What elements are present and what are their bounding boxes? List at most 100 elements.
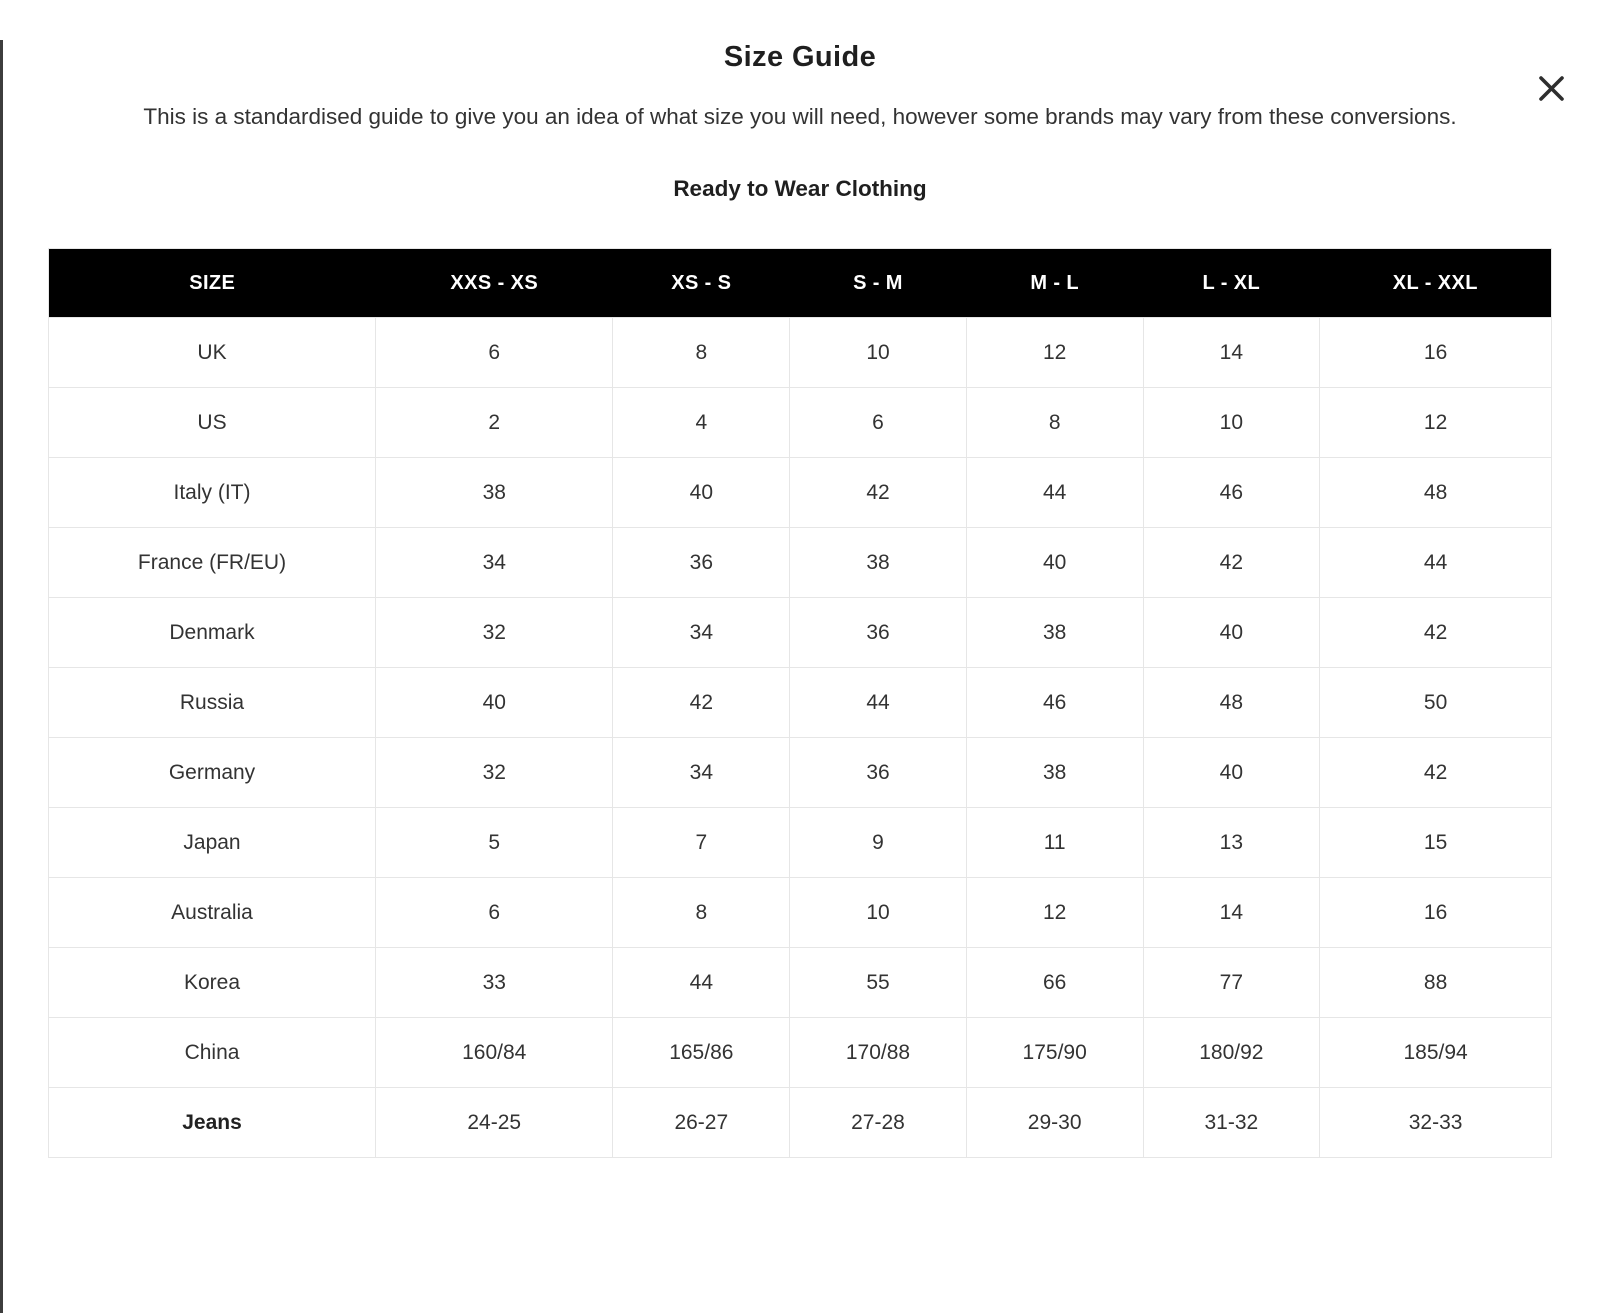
size-cell: 170/88 — [789, 1017, 967, 1088]
size-cell: 55 — [789, 947, 967, 1018]
size-cell: 4 — [612, 387, 791, 458]
size-cell: 12 — [1319, 387, 1552, 458]
column-header: L - XL — [1143, 248, 1320, 318]
row-label: France (FR/EU) — [48, 527, 376, 598]
size-cell: 42 — [1319, 737, 1552, 808]
row-label: Germany — [48, 737, 376, 808]
size-cell: 66 — [965, 947, 1144, 1018]
size-cell: 34 — [612, 597, 791, 668]
size-cell: 46 — [1142, 457, 1321, 528]
size-cell: 40 — [612, 457, 791, 528]
row-label: Jeans — [48, 1087, 376, 1158]
size-cell: 10 — [1142, 387, 1321, 458]
size-cell: 32 — [374, 597, 614, 668]
size-cell: 175/90 — [965, 1017, 1144, 1088]
size-cell: 15 — [1319, 807, 1552, 878]
size-cell: 77 — [1142, 947, 1321, 1018]
row-label: UK — [48, 317, 376, 388]
size-cell: 8 — [612, 317, 791, 388]
table-row: Russia 40 42 44 46 48 50 — [48, 667, 1552, 738]
size-cell: 38 — [789, 527, 967, 598]
size-cell: 10 — [789, 877, 967, 948]
section-heading: Ready to Wear Clothing — [673, 176, 927, 201]
row-label: Russia — [48, 667, 376, 738]
size-cell: 2 — [374, 387, 614, 458]
size-cell: 160/84 — [374, 1017, 614, 1088]
size-cell: 13 — [1142, 807, 1321, 878]
size-cell: 44 — [789, 667, 967, 738]
size-cell: 31-32 — [1142, 1087, 1321, 1158]
row-label: China — [48, 1017, 376, 1088]
size-cell: 16 — [1319, 877, 1552, 948]
close-button[interactable] — [1536, 73, 1566, 103]
size-cell: 6 — [789, 387, 967, 458]
size-cell: 34 — [612, 737, 791, 808]
size-cell: 44 — [612, 947, 791, 1018]
size-cell: 40 — [1142, 597, 1321, 668]
size-cell: 42 — [1142, 527, 1321, 598]
size-cell: 38 — [965, 597, 1144, 668]
column-header: XXS - XS — [375, 248, 613, 318]
size-cell: 6 — [374, 877, 614, 948]
backdrop-edge — [0, 40, 3, 1313]
table-row: Denmark 32 34 36 38 40 42 — [48, 597, 1552, 668]
size-cell: 12 — [965, 877, 1144, 948]
size-cell: 185/94 — [1319, 1017, 1552, 1088]
row-label: Denmark — [48, 597, 376, 668]
size-cell: 36 — [789, 597, 967, 668]
size-cell: 16 — [1319, 317, 1552, 388]
row-label: Japan — [48, 807, 376, 878]
table-row: Italy (IT) 38 40 42 44 46 48 — [48, 457, 1552, 528]
size-cell: 46 — [965, 667, 1144, 738]
row-label: Korea — [48, 947, 376, 1018]
size-guide-modal: Size Guide This is a standardised guide … — [0, 40, 1600, 1313]
size-cell: 14 — [1142, 877, 1321, 948]
table-row: France (FR/EU) 34 36 38 40 42 44 — [48, 527, 1552, 598]
size-cell: 40 — [1142, 737, 1321, 808]
size-cell: 48 — [1319, 457, 1552, 528]
size-cell: 29-30 — [965, 1087, 1144, 1158]
size-cell: 33 — [374, 947, 614, 1018]
size-cell: 38 — [374, 457, 614, 528]
size-cell: 34 — [374, 527, 614, 598]
table-row: US 2 4 6 8 10 12 — [48, 387, 1552, 458]
size-cell: 32-33 — [1319, 1087, 1552, 1158]
size-cell: 12 — [965, 317, 1144, 388]
size-cell: 8 — [612, 877, 791, 948]
column-header: S - M — [789, 248, 967, 318]
column-header: XS - S — [612, 248, 790, 318]
size-cell: 36 — [789, 737, 967, 808]
table-row: Korea 33 44 55 66 77 88 — [48, 947, 1552, 1018]
size-cell: 26-27 — [612, 1087, 791, 1158]
size-cell: 11 — [965, 807, 1144, 878]
size-cell: 10 — [789, 317, 967, 388]
size-cell: 165/86 — [612, 1017, 791, 1088]
size-cell: 36 — [612, 527, 791, 598]
size-cell: 9 — [789, 807, 967, 878]
row-label: Australia — [48, 877, 376, 948]
table-body: UK 6 8 10 12 14 16 US 2 4 6 8 10 12 Italy (IT) 38 40 42 44… — [48, 317, 1552, 1158]
modal-description: This is a standardised guide to give you… — [143, 104, 1457, 129]
size-cell: 24-25 — [374, 1087, 614, 1158]
size-cell: 48 — [1142, 667, 1321, 738]
size-cell: 38 — [965, 737, 1144, 808]
size-cell: 32 — [374, 737, 614, 808]
size-cell: 8 — [965, 387, 1144, 458]
size-cell: 27-28 — [789, 1087, 967, 1158]
size-cell: 180/92 — [1142, 1017, 1321, 1088]
column-header-size: SIZE — [48, 248, 376, 318]
close-icon — [1538, 75, 1565, 102]
table-row: UK 6 8 10 12 14 16 — [48, 317, 1552, 388]
size-cell: 5 — [374, 807, 614, 878]
size-cell: 44 — [1319, 527, 1552, 598]
table-row: Japan 5 7 9 11 13 15 — [48, 807, 1552, 878]
table-row: Germany 32 34 36 38 40 42 — [48, 737, 1552, 808]
size-cell: 44 — [965, 457, 1144, 528]
size-cell: 50 — [1319, 667, 1552, 738]
table-row: Australia 6 8 10 12 14 16 — [48, 877, 1552, 948]
size-cell: 40 — [374, 667, 614, 738]
size-cell: 42 — [1319, 597, 1552, 668]
size-cell: 88 — [1319, 947, 1552, 1018]
